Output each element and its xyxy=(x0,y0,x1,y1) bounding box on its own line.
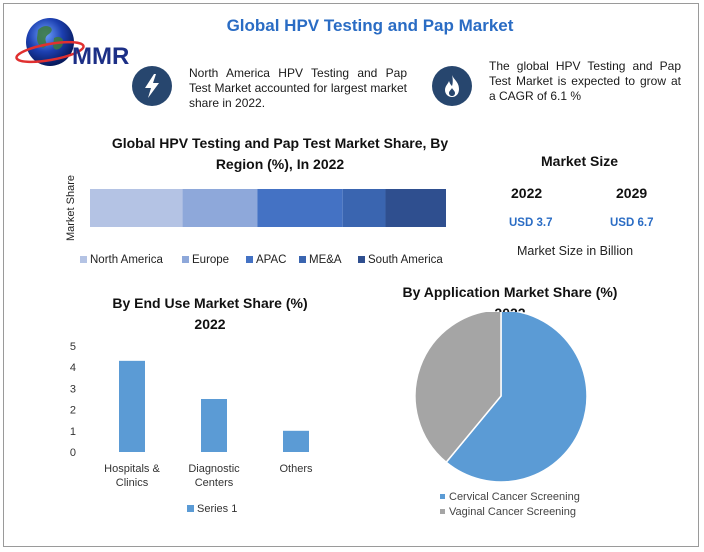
end-use-chart-title: By End Use Market Share (%) 2022 xyxy=(80,293,340,335)
market-size-value-2022: USD 3.7 xyxy=(509,217,553,229)
pie-legend: Cervical Cancer Screening Vaginal Cancer … xyxy=(440,491,580,518)
end-use-x-labels: Hospitals & Clinics Diagnostic Centers Other… xyxy=(104,463,313,489)
legend-swatch-apac xyxy=(246,256,253,263)
region-bar-me-a xyxy=(342,189,386,227)
y-tick-1: 1 xyxy=(70,426,76,438)
end-use-bar-chart: 0 1 2 3 4 5 Hospitals & Clinics Diagnostic Cente… xyxy=(70,341,313,515)
legend-swatch-me-a xyxy=(299,256,306,263)
market-size-note: Market Size in Billion xyxy=(517,244,634,258)
region-legend: North America Europe APAC ME&A South America xyxy=(80,254,443,266)
y-tick-0: 0 xyxy=(70,447,76,459)
market-size-year-2022: 2022 xyxy=(511,185,543,201)
legend-swatch-south-america xyxy=(358,256,365,263)
mmr-logo: MMR xyxy=(10,8,150,80)
legend-label-south-america: South America xyxy=(368,254,443,266)
flame-icon xyxy=(432,66,472,106)
legend-swatch-series-1 xyxy=(187,505,194,512)
application-pie-chart: Cervical Cancer Screening Vaginal Cancer … xyxy=(414,312,588,518)
legend-label-series-1: Series 1 xyxy=(197,503,237,515)
legend-swatch-cervical-cancer-screening xyxy=(440,494,445,499)
end-use-legend: Series 1 xyxy=(187,503,237,515)
legend-label-north-america: North America xyxy=(90,254,163,266)
region-chart-title: Global HPV Testing and Pap Test Market S… xyxy=(111,135,449,172)
end-use-y-axis: 0 1 2 3 4 5 xyxy=(70,341,76,459)
feature-text-north-america: North America HPV Testing and Pap Test M… xyxy=(189,66,407,110)
legend-swatch-north-america xyxy=(80,256,87,263)
pie-slice-vaginal-cancer-screening xyxy=(414,312,502,464)
legend-swatch-vaginal-cancer-screening xyxy=(440,509,445,514)
legend-label-apac: APAC xyxy=(256,254,286,266)
legend-label-cervical-cancer-screening: Cervical Cancer Screening xyxy=(449,491,580,503)
lightning-bolt-icon xyxy=(132,66,172,106)
legend-label-vaginal-cancer-screening: Vaginal Cancer Screening xyxy=(449,506,576,518)
region-bar-north-america xyxy=(90,189,183,227)
region-bar-group xyxy=(90,189,446,227)
legend-swatch-europe xyxy=(182,256,189,263)
region-bar-apac xyxy=(257,189,343,227)
legend-label-europe: Europe xyxy=(192,254,229,266)
bar-hospitals-clinics xyxy=(119,360,145,452)
x-label-diagnostic-centers: Diagnostic Centers xyxy=(188,463,240,489)
infographic-frame xyxy=(3,3,699,547)
y-tick-3: 3 xyxy=(70,383,76,395)
market-size-title: Market Size xyxy=(541,153,619,169)
y-tick-5: 5 xyxy=(70,341,76,353)
y-tick-2: 2 xyxy=(70,405,76,417)
x-label-others: Others xyxy=(279,463,313,475)
end-use-title-line: By End Use Market Share (%) xyxy=(112,295,308,311)
market-size-year-2029: 2029 xyxy=(616,185,648,201)
bar-others xyxy=(283,430,309,452)
end-use-bar-group xyxy=(119,360,309,452)
market-size-value-2029: USD 6.7 xyxy=(610,217,654,229)
feature-text-cagr: The global HPV Testing and Pap Test Mark… xyxy=(489,59,681,103)
page-title: Global HPV Testing and Pap Market xyxy=(226,16,514,35)
region-stacked-bar-chart: Market Share North America Europe APAC ME&A… xyxy=(65,175,446,266)
y-tick-4: 4 xyxy=(70,362,76,374)
region-axis-label: Market Share xyxy=(65,175,77,241)
region-bar-south-america xyxy=(385,189,446,227)
end-use-subtitle: 2022 xyxy=(194,316,226,332)
logo-text: MMR xyxy=(72,43,129,70)
pie-slice-group xyxy=(414,312,588,483)
x-label-hospitals-clinics: Hospitals & Clinics xyxy=(104,463,160,489)
region-bar-europe xyxy=(182,189,258,227)
bar-diagnostic-centers xyxy=(201,399,227,452)
legend-label-me-a: ME&A xyxy=(309,254,342,266)
application-title-line: By Application Market Share (%) xyxy=(402,284,618,300)
pie-slice-cervical-cancer-screening xyxy=(445,312,588,483)
